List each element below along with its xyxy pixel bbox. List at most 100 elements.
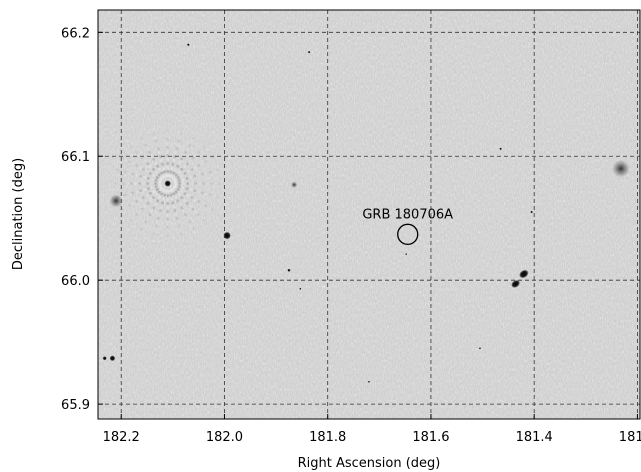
ringing-speckle	[214, 182, 218, 185]
y-tick-label: 66.1	[61, 150, 90, 165]
ringing-speckle	[123, 170, 127, 174]
ringing-speckle	[216, 195, 220, 199]
radio-source	[109, 355, 116, 362]
ringing-speckle	[203, 218, 206, 222]
radio-source	[299, 287, 302, 290]
ringing-speckle	[178, 135, 182, 139]
x-tick-label: 181.4	[516, 430, 553, 445]
ringing-speckle	[158, 151, 161, 155]
ringing-speckle	[155, 143, 159, 147]
ringing-speckle	[138, 198, 142, 201]
ringing-speckle	[174, 180, 177, 183]
ringing-speckle	[166, 170, 170, 173]
ringing-speckle	[174, 151, 178, 155]
ringing-speckle	[166, 218, 170, 221]
ringing-speckle	[156, 147, 160, 151]
ringing-speckle	[188, 204, 192, 208]
ringing-speckle	[166, 134, 170, 137]
ringing-speckle	[170, 189, 174, 192]
ringing-speckle	[194, 182, 198, 185]
ringing-speckle	[204, 192, 208, 196]
ringing-speckle	[144, 220, 148, 224]
ringing-speckle	[146, 162, 150, 166]
ringing-speckle	[197, 164, 201, 167]
ringing-speckle	[138, 210, 141, 214]
x-tick-label: 181.8	[309, 430, 346, 445]
ringing-speckle	[154, 139, 158, 143]
ringing-speckle	[146, 176, 150, 180]
ringing-speckle	[166, 198, 170, 201]
ringing-speckle	[135, 213, 138, 217]
ringing-speckle	[166, 190, 170, 193]
ringing-speckle	[140, 156, 144, 160]
ringing-speckle	[166, 206, 170, 209]
ringing-speckle	[166, 130, 170, 133]
ringing-speckle	[153, 228, 157, 232]
ringing-speckle	[187, 170, 190, 173]
ringing-speckle	[200, 162, 204, 165]
ringing-speckle	[138, 166, 142, 169]
ringing-speckle	[132, 216, 136, 219]
radio-source	[102, 356, 107, 361]
ringing-speckle	[171, 162, 175, 166]
ringing-speckle	[123, 193, 127, 197]
ringing-speckle	[142, 182, 146, 185]
grb-annotation: GRB 180706A	[362, 207, 453, 245]
ringing-speckle	[200, 148, 204, 151]
ringing-speckle	[154, 224, 158, 228]
ringing-speckle	[168, 189, 172, 193]
ringing-speckle	[163, 170, 166, 174]
y-tick-label: 66.2	[61, 26, 90, 41]
ringing-speckle	[175, 216, 179, 220]
ringing-speckle	[166, 142, 170, 145]
ringing-speckle	[184, 213, 188, 217]
ringing-speckle	[166, 166, 170, 169]
ringing-speckle	[166, 210, 170, 213]
ringing-speckle	[210, 182, 214, 185]
ringing-speckle	[121, 156, 125, 159]
ringing-speckle	[154, 161, 158, 165]
ringing-speckle	[152, 174, 156, 177]
ringing-speckle	[160, 192, 164, 196]
ringing-speckle	[171, 187, 175, 191]
ringing-speckle	[166, 226, 170, 229]
ringing-speckle	[192, 137, 196, 140]
ringing-speckle	[201, 191, 204, 195]
ringing-speckle	[156, 164, 160, 168]
ringing-speckle	[176, 199, 180, 203]
ringing-speckle	[179, 232, 183, 236]
ringing-speckle	[154, 202, 158, 206]
ringing-speckle	[158, 168, 162, 172]
ringing-speckle	[206, 182, 210, 185]
ringing-speckle	[204, 160, 208, 163]
ringing-speckle	[190, 168, 194, 171]
ringing-speckle	[162, 197, 165, 201]
ringing-speckle	[152, 206, 156, 210]
ringing-speckle	[128, 204, 131, 207]
ringing-speckle	[186, 147, 190, 151]
ringing-speckle	[152, 131, 156, 135]
ringing-speckle	[121, 208, 125, 211]
radio-source	[290, 181, 298, 189]
ringing-speckle	[156, 199, 160, 203]
y-tick-label: 66.0	[61, 274, 90, 289]
ringing-speckle	[154, 193, 158, 197]
ringing-speckle	[143, 175, 146, 179]
ringing-speckle	[178, 161, 182, 165]
image-panel	[98, 10, 640, 419]
ringing-speckle	[175, 147, 179, 151]
ringing-speckle	[183, 199, 187, 202]
ringing-speckle	[182, 209, 186, 213]
ringing-speckle	[146, 201, 150, 205]
ringing-speckle	[176, 220, 180, 224]
ringing-speckle	[173, 209, 177, 212]
ringing-speckle	[124, 158, 128, 161]
ringing-speckle	[200, 202, 204, 205]
ringing-speckle	[166, 230, 170, 233]
ringing-speckle	[118, 182, 122, 185]
radio-source	[511, 279, 521, 288]
x-tick-label: 181.6	[412, 430, 449, 445]
ringing-speckle	[179, 131, 183, 135]
ringing-speckle	[191, 207, 195, 211]
